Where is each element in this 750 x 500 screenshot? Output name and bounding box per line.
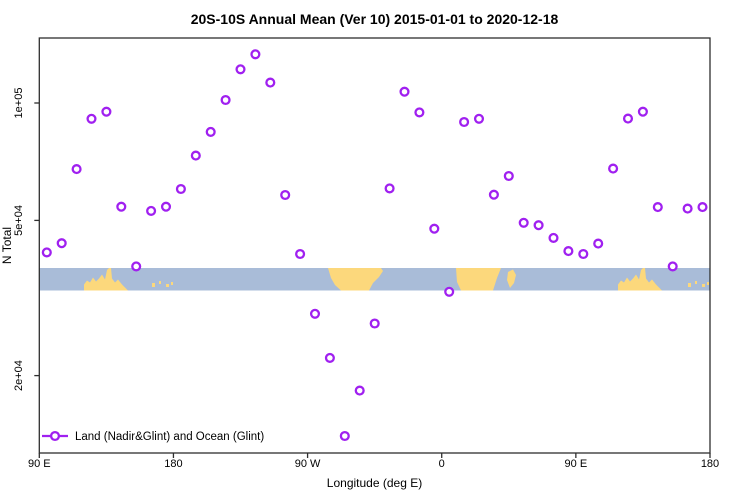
map-land-island [152, 283, 155, 287]
x-tick-label: 180 [164, 458, 182, 470]
data-point [295, 248, 306, 260]
data-point [190, 150, 201, 161]
data-point [220, 94, 231, 106]
x-tick-label: 0 [439, 458, 445, 470]
data-point [56, 238, 67, 249]
y-axis-title: N Total [0, 227, 14, 264]
map-land-shape [84, 268, 128, 291]
data-point [160, 201, 172, 212]
data-point [354, 385, 365, 396]
data-point [250, 49, 261, 60]
data-point [697, 202, 708, 213]
data-point [309, 308, 321, 319]
map-land-shape [328, 268, 383, 291]
data-point [563, 246, 574, 257]
x-axis-title: Longitude (deg E) [327, 476, 422, 490]
x-tick-label: 90 E [28, 458, 51, 470]
data-point [414, 107, 425, 118]
data-point [116, 201, 127, 212]
data-point [593, 238, 604, 249]
map-land-island [171, 282, 173, 285]
data-point [131, 261, 142, 272]
data-point [667, 261, 678, 272]
data-point [488, 189, 499, 200]
data-point [608, 163, 619, 174]
data-point [175, 183, 186, 195]
map-land-shape [618, 268, 662, 291]
map-land-island [702, 284, 705, 287]
data-point [101, 106, 112, 117]
data-point [473, 113, 485, 124]
x-tick-label: 90 E [565, 458, 588, 470]
data-point [146, 205, 157, 216]
data-point [71, 164, 82, 175]
map-land-island [695, 281, 697, 284]
data-point [622, 113, 634, 124]
y-tick-label: 1e+05 [13, 88, 25, 119]
data-point [235, 64, 246, 75]
map-land-island [159, 281, 161, 284]
data-point [205, 126, 216, 137]
y-tick-label: 2e+04 [13, 360, 25, 391]
map-land-island [707, 282, 709, 285]
data-point [548, 232, 559, 243]
plot-border [38, 37, 711, 454]
map-land-shape [507, 269, 516, 288]
y-tick-label: 5e+04 [13, 205, 25, 236]
data-point [265, 77, 276, 88]
legend-label: Land (Nadir&Glint) and Ocean (Glint) [75, 431, 264, 443]
data-point [518, 217, 529, 228]
data-point [399, 86, 410, 97]
data-point [324, 352, 335, 363]
data-point [682, 203, 693, 214]
legend-marker [49, 430, 61, 442]
map-land-island [166, 284, 169, 287]
data-point [578, 248, 589, 260]
data-point [369, 318, 380, 329]
map-land-island [688, 283, 691, 287]
data-point [459, 116, 470, 128]
data-point [429, 223, 440, 234]
data-point [444, 286, 455, 297]
data-point [41, 247, 52, 258]
data-point [637, 106, 648, 117]
data-point [503, 170, 514, 182]
data-point [280, 189, 291, 201]
x-tick-label: 180 [701, 458, 719, 470]
data-point [533, 220, 544, 231]
data-point [384, 183, 395, 194]
chart-title: 20S-10S Annual Mean (Ver 10) 2015-01-01 … [191, 11, 559, 27]
data-point [86, 113, 97, 124]
map-land-shape [456, 268, 501, 291]
data-point [652, 202, 663, 213]
x-tick-label: 90 W [295, 458, 321, 470]
data-point [339, 430, 350, 442]
